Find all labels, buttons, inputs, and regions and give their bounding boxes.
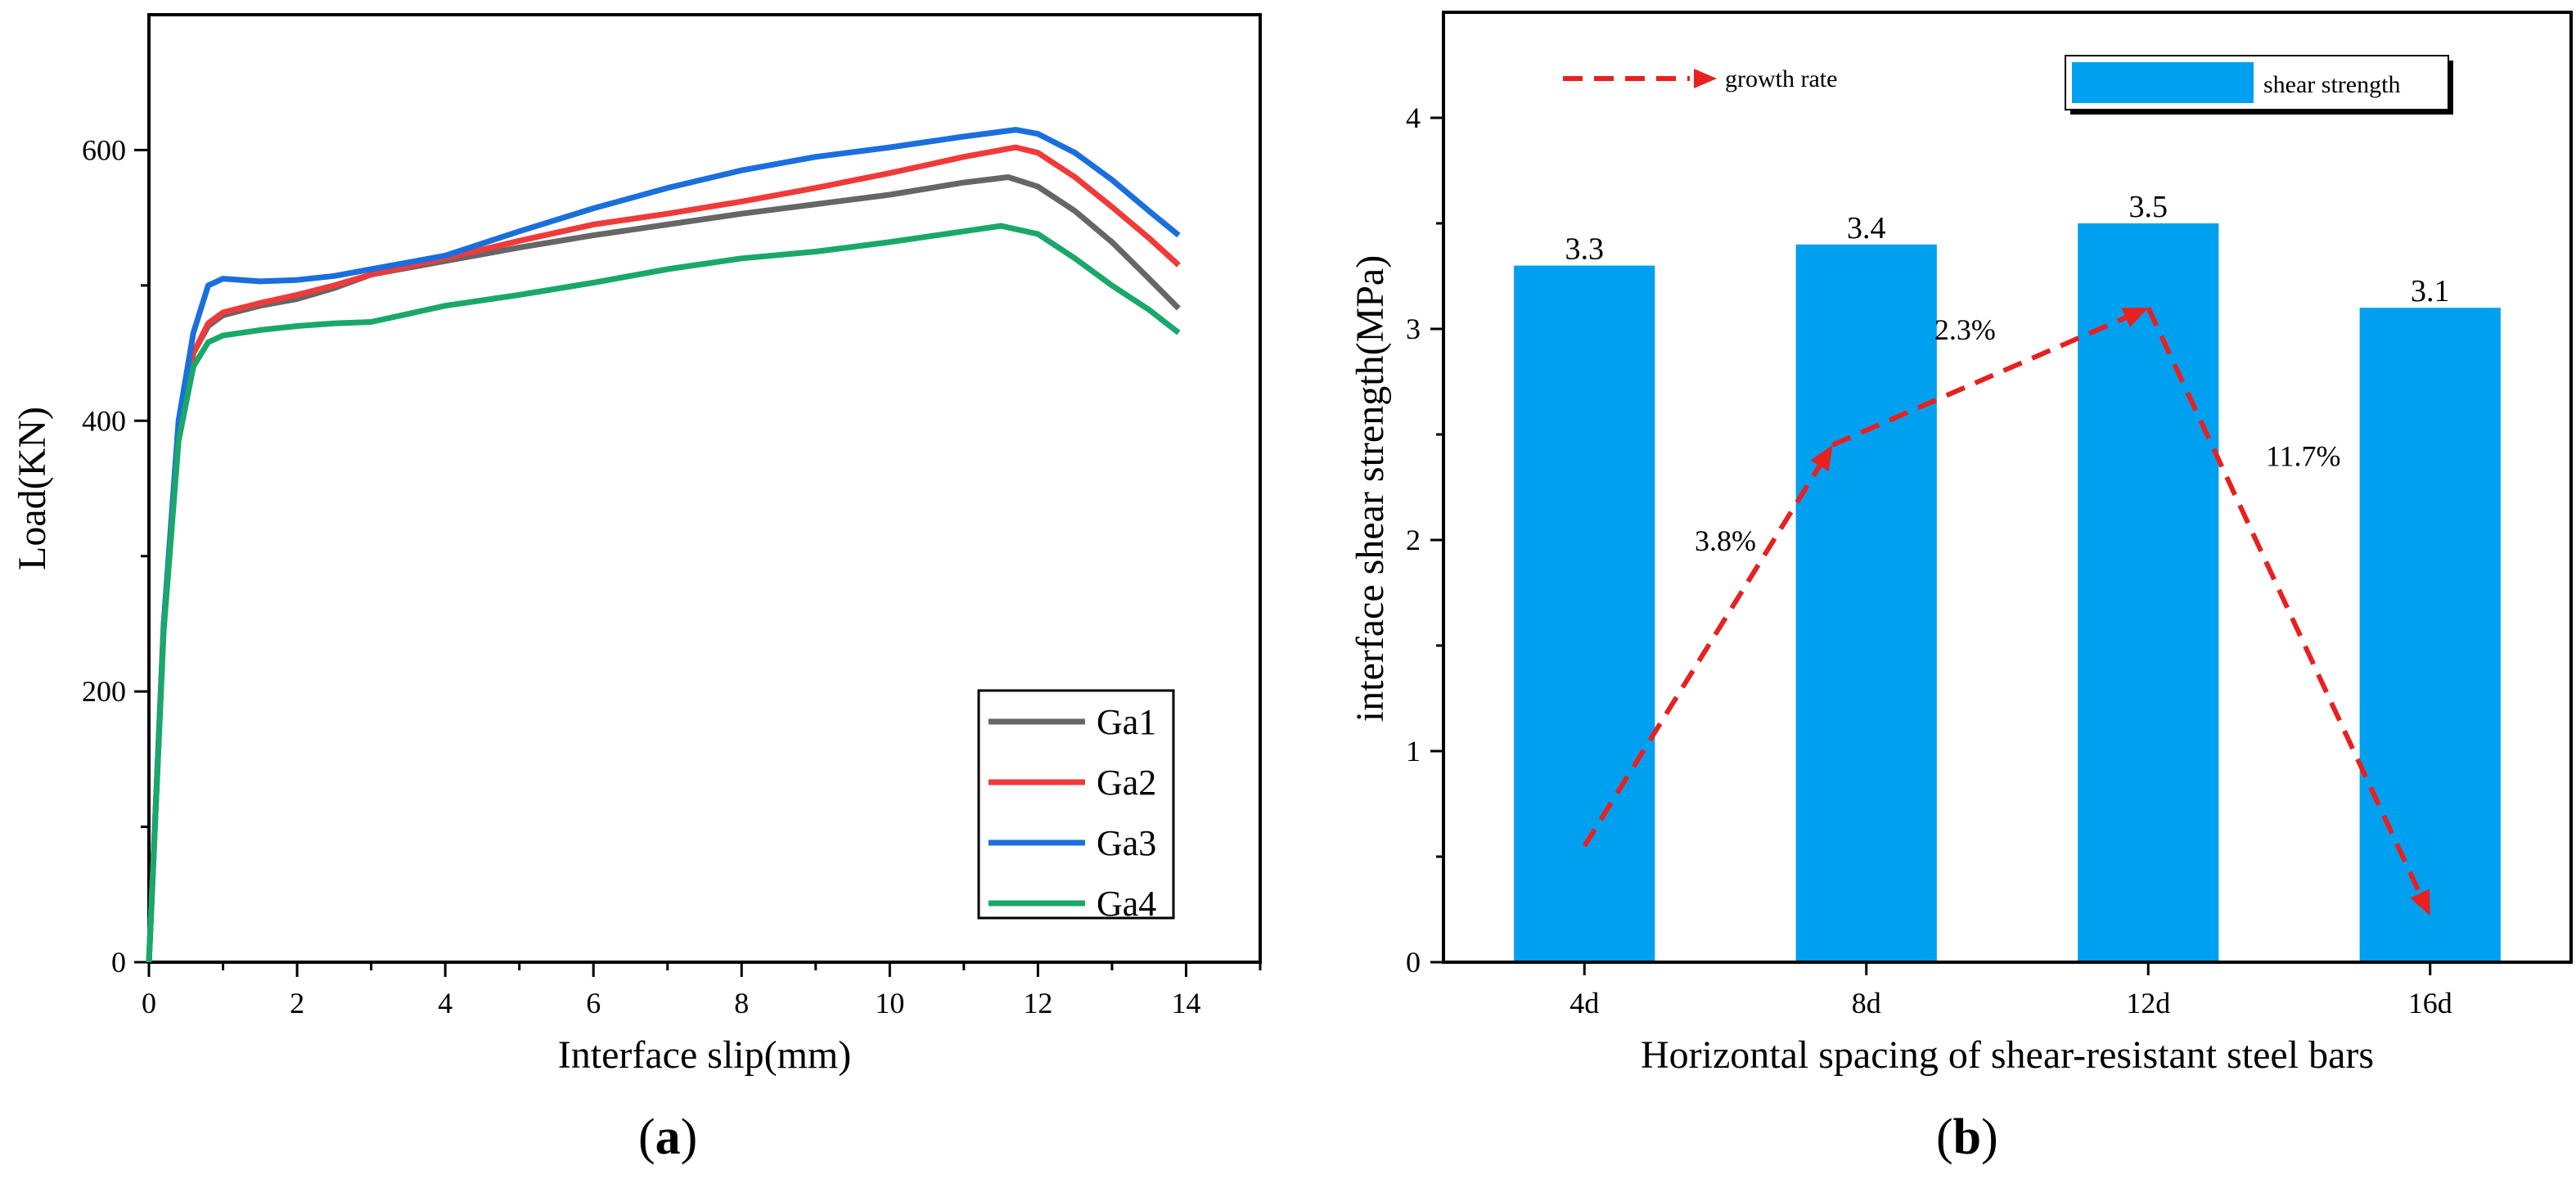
x-tick-label: 12d [2126,987,2170,1019]
x-tick-label: 4 [438,987,453,1019]
series-line-ga4 [146,223,1181,963]
panel-b-caption-letter: b [1953,1109,1981,1165]
x-tick-label: 10 [875,987,904,1019]
panel-b-caption-close: ) [1981,1109,1998,1165]
panel-b-x-axis-label: Horizontal spacing of shear-resistant st… [1641,1033,2374,1077]
growth-rate-segment [1582,464,1822,848]
panel-a-plot-frame [147,13,1262,964]
x-tick-label: 8 [734,987,749,1019]
bar-16d [2359,308,2501,962]
y-tick-label: 1 [1406,735,1421,767]
growth-rate-arrowhead [1810,444,1833,472]
y-tick-label: 3 [1406,313,1421,345]
x-tick-label: 16d [2408,987,2452,1019]
bar-value-label: 3.1 [2411,274,2450,308]
bar-4d [1514,265,1655,963]
growth-rate-arrowhead [2121,308,2149,328]
panel-a-ticks: 0 2 4 6 8 10 12 14 0 200 400 600 [82,133,1262,1019]
bar-12d [2078,223,2219,962]
panel-a-caption: (a) [638,1109,697,1165]
legend-growth-rate-arrowhead [1694,69,1717,88]
panel-a-caption-close: ) [681,1109,698,1165]
legend-label-ga3: Ga3 [1097,823,1156,863]
growth-rate-annotation: 3.8% [1695,524,1756,557]
legend-growth-rate-label: growth rate [1725,65,1837,92]
panel-a-x-axis-label: Interface slip(mm) [558,1033,852,1077]
panel-b-legend: growth rate shear strength [1563,55,2453,115]
legend-shear-strength-swatch [2072,62,2254,103]
legend-label-ga2: Ga2 [1097,763,1156,803]
panel-a-y-axis-label: Load(KN) [11,407,54,570]
panel-b-plot-frame [1442,11,2573,964]
x-tick-label: 12 [1023,987,1052,1019]
y-tick-label: 2 [1406,524,1421,556]
legend-label-ga1: Ga1 [1097,702,1156,742]
panel-a-caption-letter: a [655,1109,681,1165]
y-tick-label: 400 [82,404,126,437]
growth-rate-segment [2146,306,2422,895]
growth-rate-annotation: 2.3% [1934,313,1996,346]
bar-value-label: 3.3 [1565,232,1605,267]
bar-8d [1795,244,1937,962]
panel-b-ticks: 4d 8d 12d 16d 0 1 2 3 4 [1406,101,2452,1019]
growth-rate-annotation: 11.7% [2266,440,2341,473]
panel-a-legend: Ga1 Ga2 Ga3 Ga4 [977,689,1175,924]
y-tick-label: 600 [82,133,126,166]
panel-b-y-axis-label: interface shear strength(MPa) [1349,255,1392,722]
panel-a-legend-box [977,689,1175,920]
y-tick-label: 0 [1406,946,1421,979]
panel-a-series-lines [146,127,1181,963]
panel-b-growth-rate-line: 3.8% 2.3% 11.7% [1582,306,2430,916]
y-tick-label: 0 [111,946,126,979]
x-tick-label: 8d [1852,987,1881,1019]
x-tick-label: 0 [142,987,156,1019]
panel-a-caption-open: ( [638,1109,655,1165]
series-line-ga2 [146,144,1181,963]
legend-shear-strength-label: shear strength [2263,71,2400,98]
growth-rate-segment [1831,315,2127,448]
panel-b-caption: (b) [1936,1109,1998,1165]
series-line-ga3 [146,127,1181,963]
x-tick-label: 14 [1171,987,1200,1019]
y-tick-label: 4 [1406,101,1421,134]
panel-a-line-chart: 0 2 4 6 8 10 12 14 0 200 400 600 Interface slip(mm)… [11,13,1262,1165]
bar-value-label: 3.4 [1847,211,1886,245]
growth-rate-arrowhead [2410,889,2430,916]
panel-b-bars: 3.3 3.4 3.5 3.1 [1514,190,2501,963]
panel-b-bar-chart: 3.3 3.4 3.5 3.1 3.8% 2.3% 11.7% 4d 8d 12d 16d 0 1 2… [1349,11,2573,1165]
legend-label-ga4: Ga4 [1097,884,1156,924]
y-tick-label: 200 [82,675,126,708]
x-tick-label: 2 [290,987,304,1019]
x-tick-label: 6 [586,987,601,1019]
bar-value-label: 3.5 [2129,190,2168,224]
x-tick-label: 4d [1569,987,1599,1019]
panel-b-caption-open: ( [1936,1109,1953,1165]
